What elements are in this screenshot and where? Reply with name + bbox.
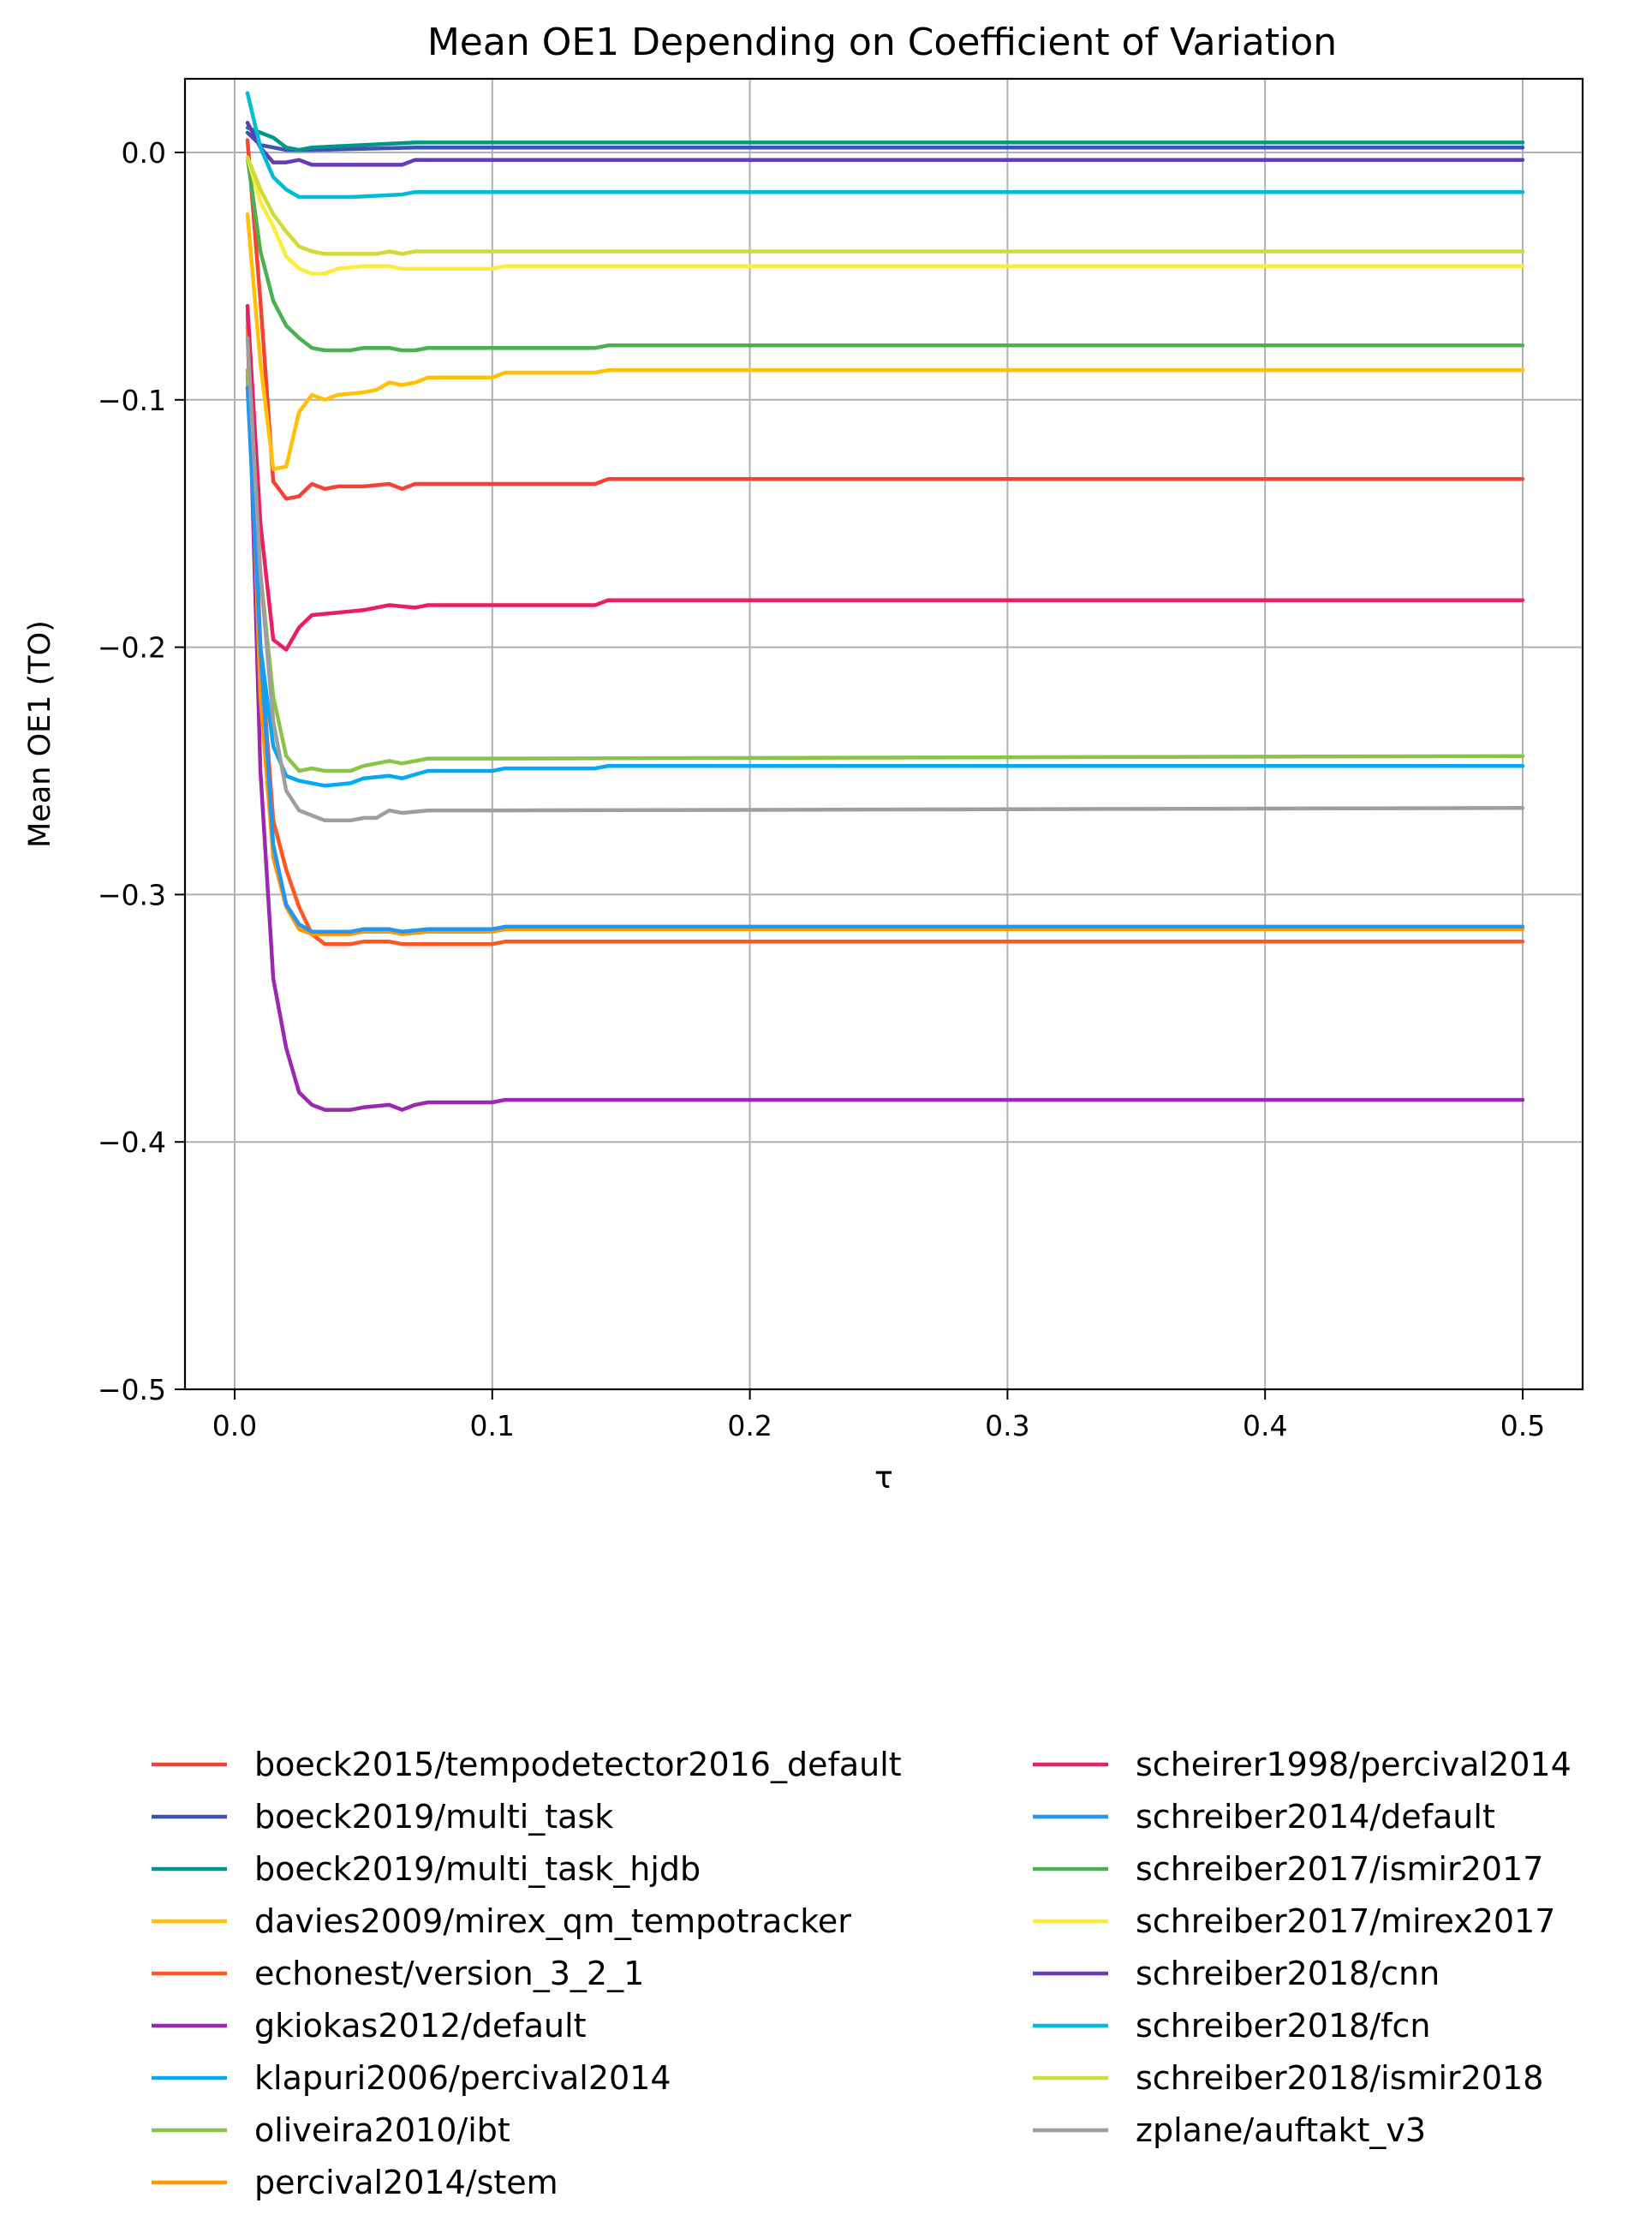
legend-label: klapuri2006/percival2014 bbox=[254, 2059, 671, 2097]
series-line bbox=[245, 323, 1525, 936]
y-tick-label: −0.3 bbox=[98, 878, 166, 911]
series-line bbox=[245, 367, 1525, 773]
y-tick-label: 0.0 bbox=[122, 136, 166, 170]
series-line bbox=[245, 125, 1525, 152]
series-line bbox=[245, 155, 1525, 276]
series-line bbox=[245, 385, 1525, 934]
legend-label: schreiber2017/ismir2017 bbox=[1136, 1850, 1543, 1888]
series-line bbox=[245, 336, 1525, 823]
legend-label: boeck2019/multi_task_hjdb bbox=[254, 1850, 701, 1888]
legend-label: scheirer1998/percival2014 bbox=[1136, 1746, 1571, 1783]
x-tick-label: 0.1 bbox=[470, 1409, 515, 1442]
legend-label: percival2014/stem bbox=[254, 2164, 558, 2201]
series-line bbox=[245, 323, 1525, 1112]
x-tick-label: 0.3 bbox=[985, 1409, 1029, 1442]
series-line bbox=[245, 303, 1525, 652]
legend-label: boeck2019/multi_task bbox=[254, 1798, 613, 1836]
chart-title: Mean OE1 Depending on Coefficient of Var… bbox=[427, 21, 1337, 64]
y-tick-label: −0.5 bbox=[98, 1373, 166, 1406]
series-line bbox=[245, 138, 1525, 501]
series-line bbox=[245, 91, 1525, 200]
legend-label: schreiber2014/default bbox=[1136, 1798, 1495, 1836]
axis-ticks: 0.0 0.1 0.2 0.3 0.4 0.5 0.0 −0.1 −0.2 −0.3 −0.4 −0.… bbox=[98, 136, 1545, 1442]
series-line bbox=[245, 155, 1525, 256]
x-axis-label: τ bbox=[874, 1460, 893, 1496]
legend-label: schreiber2018/cnn bbox=[1136, 1955, 1440, 1992]
y-tick-label: −0.1 bbox=[98, 384, 166, 417]
x-tick-label: 0.4 bbox=[1243, 1409, 1287, 1442]
legend-label: boeck2015/tempodetector2016_default bbox=[254, 1746, 902, 1783]
legend-label: schreiber2017/mirex2017 bbox=[1136, 1902, 1555, 1940]
series-line bbox=[245, 311, 1525, 946]
y-axis-label: Mean OE1 (TO) bbox=[23, 620, 57, 848]
series-line bbox=[245, 212, 1525, 471]
series-line bbox=[245, 121, 1525, 167]
series-lines bbox=[245, 91, 1525, 1112]
legend-label: schreiber2018/fcn bbox=[1136, 2007, 1431, 2045]
legend-label: echonest/version_3_2_1 bbox=[254, 1955, 644, 1992]
y-tick-label: −0.2 bbox=[98, 631, 166, 665]
x-tick-label: 0.2 bbox=[727, 1409, 772, 1442]
series-line bbox=[245, 155, 1525, 353]
x-tick-label: 0.0 bbox=[212, 1409, 257, 1442]
legend-label: oliveira2010/ibt bbox=[254, 2111, 510, 2149]
legend: boeck2015/tempodetector2016_defaultboeck… bbox=[152, 1746, 1571, 2201]
legend-label: davies2009/mirex_qm_tempotracker bbox=[254, 1902, 851, 1940]
plot-frame bbox=[183, 77, 1584, 1391]
y-tick-label: −0.4 bbox=[98, 1125, 166, 1159]
legend-label: gkiokas2012/default bbox=[254, 2007, 587, 2045]
legend-label: zplane/auftakt_v3 bbox=[1136, 2111, 1426, 2149]
x-tick-label: 0.5 bbox=[1500, 1409, 1545, 1442]
legend-label: schreiber2018/ismir2018 bbox=[1136, 2059, 1543, 2097]
grid bbox=[185, 79, 1583, 1390]
